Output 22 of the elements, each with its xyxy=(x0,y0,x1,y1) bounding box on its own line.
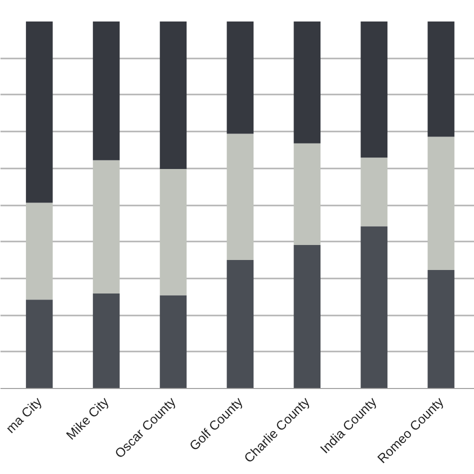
bar xyxy=(226,22,254,134)
bar xyxy=(428,22,454,137)
bar xyxy=(92,160,120,294)
bar xyxy=(160,169,187,296)
bar xyxy=(26,22,53,203)
bar xyxy=(92,22,120,160)
bar xyxy=(428,136,454,270)
bar xyxy=(360,158,388,226)
bar xyxy=(226,134,254,260)
bar xyxy=(160,22,187,170)
bar xyxy=(92,293,120,388)
bar xyxy=(294,245,321,388)
bar xyxy=(26,300,53,388)
bar xyxy=(226,260,254,388)
x-tick-label: ma City xyxy=(2,394,45,436)
bar xyxy=(294,143,321,246)
bar xyxy=(294,22,321,144)
bar xyxy=(26,202,53,300)
bar xyxy=(360,22,388,158)
bar xyxy=(160,295,187,388)
bar xyxy=(428,270,454,388)
bar xyxy=(360,226,388,388)
